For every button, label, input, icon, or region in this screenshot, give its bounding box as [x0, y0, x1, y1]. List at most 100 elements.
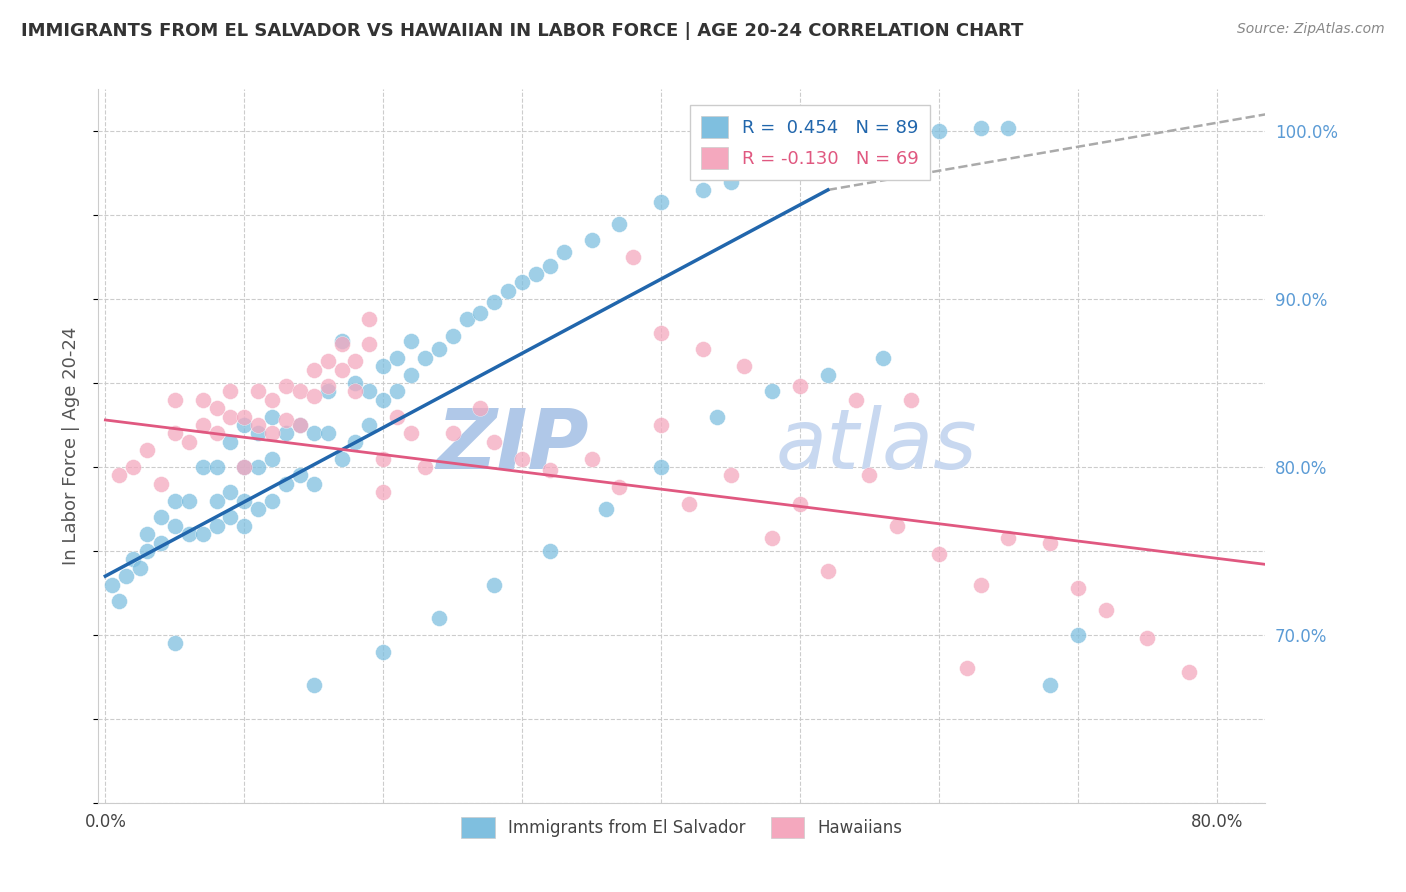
Point [247, 417, 270, 432]
Point [1067, 581, 1090, 595]
Point [692, 183, 714, 197]
Point [789, 379, 811, 393]
Point [969, 120, 991, 135]
Point [344, 376, 367, 390]
Point [1094, 603, 1116, 617]
Text: ZIP: ZIP [436, 406, 589, 486]
Point [247, 460, 270, 475]
Point [886, 518, 908, 533]
Point [108, 468, 131, 483]
Point [817, 368, 839, 382]
Point [136, 443, 159, 458]
Point [484, 577, 506, 591]
Legend: Immigrants from El Salvador, Hawaiians: Immigrants from El Salvador, Hawaiians [454, 811, 910, 845]
Point [262, 493, 284, 508]
Point [316, 354, 339, 368]
Point [538, 544, 561, 558]
Point [247, 426, 270, 441]
Point [359, 337, 381, 351]
Point [233, 460, 256, 475]
Point [219, 434, 242, 449]
Point [553, 245, 575, 260]
Point [316, 426, 339, 441]
Point [484, 434, 506, 449]
Point [122, 552, 145, 566]
Point [720, 175, 742, 189]
Point [373, 485, 395, 500]
Point [650, 417, 672, 432]
Point [427, 343, 450, 357]
Point [136, 527, 159, 541]
Point [373, 392, 395, 407]
Point [330, 451, 353, 466]
Point [191, 417, 214, 432]
Point [274, 476, 297, 491]
Point [581, 451, 603, 466]
Point [302, 362, 325, 376]
Point [678, 497, 700, 511]
Point [274, 426, 297, 441]
Point [650, 460, 672, 475]
Point [359, 417, 381, 432]
Point [399, 426, 422, 441]
Point [997, 531, 1019, 545]
Point [233, 409, 256, 424]
Point [344, 434, 367, 449]
Point [385, 351, 408, 365]
Point [344, 354, 367, 368]
Point [330, 334, 353, 348]
Point [302, 476, 325, 491]
Point [274, 379, 297, 393]
Point [316, 379, 339, 393]
Text: Source: ZipAtlas.com: Source: ZipAtlas.com [1237, 22, 1385, 37]
Point [101, 577, 124, 591]
Point [817, 564, 839, 578]
Point [1178, 665, 1201, 679]
Point [470, 401, 492, 416]
Point [373, 645, 395, 659]
Point [817, 141, 839, 155]
Point [163, 493, 186, 508]
Point [219, 409, 242, 424]
Point [205, 426, 228, 441]
Point [413, 460, 436, 475]
Point [219, 384, 242, 399]
Point [650, 194, 672, 209]
Point [233, 460, 256, 475]
Point [274, 413, 297, 427]
Point [510, 275, 533, 289]
Point [706, 409, 728, 424]
Point [385, 384, 408, 399]
Point [789, 149, 811, 163]
Point [205, 493, 228, 508]
Point [149, 476, 172, 491]
Point [262, 409, 284, 424]
Point [609, 480, 631, 494]
Point [177, 434, 200, 449]
Point [163, 518, 186, 533]
Point [262, 426, 284, 441]
Point [427, 611, 450, 625]
Point [129, 560, 152, 574]
Point [621, 250, 644, 264]
Point [733, 359, 755, 374]
Point [609, 217, 631, 231]
Point [205, 401, 228, 416]
Point [1067, 628, 1090, 642]
Point [247, 502, 270, 516]
Point [233, 493, 256, 508]
Point [262, 392, 284, 407]
Point [149, 535, 172, 549]
Text: IMMIGRANTS FROM EL SALVADOR VS HAWAIIAN IN LABOR FORCE | AGE 20-24 CORRELATION C: IMMIGRANTS FROM EL SALVADOR VS HAWAIIAN … [21, 22, 1024, 40]
Point [510, 451, 533, 466]
Point [789, 497, 811, 511]
Point [761, 531, 783, 545]
Point [177, 493, 200, 508]
Point [496, 284, 519, 298]
Point [108, 594, 131, 608]
Point [538, 463, 561, 477]
Point [163, 636, 186, 650]
Point [302, 426, 325, 441]
Point [233, 518, 256, 533]
Point [470, 305, 492, 319]
